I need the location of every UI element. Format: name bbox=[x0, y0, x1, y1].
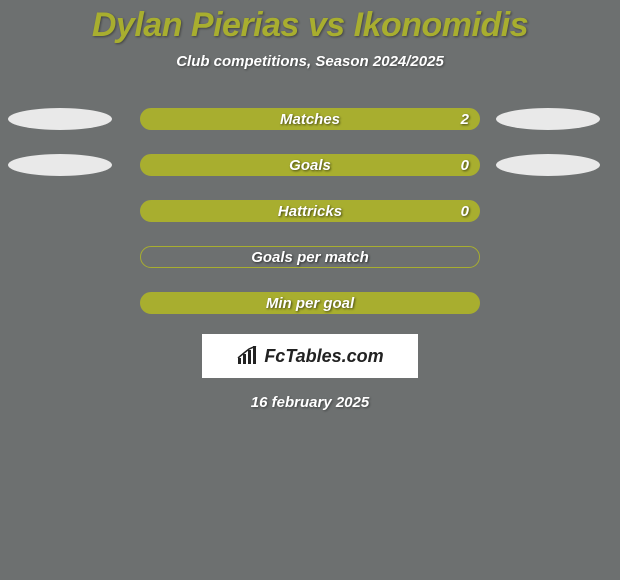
right-ellipse bbox=[496, 154, 600, 176]
stat-bar: Goals 0 bbox=[140, 154, 480, 176]
stat-label: Min per goal bbox=[266, 295, 354, 312]
stat-row-goals-per-match: Goals per match bbox=[0, 246, 620, 268]
stat-bar: Hattricks 0 bbox=[140, 200, 480, 222]
stat-rows: Matches 2 Goals 0 Hattricks 0 Goals per … bbox=[0, 108, 620, 314]
subtitle: Club competitions, Season 2024/2025 bbox=[0, 53, 620, 70]
stat-label: Goals bbox=[289, 157, 331, 174]
page-title: Dylan Pierias vs Ikonomidis bbox=[0, 0, 620, 45]
stat-value: 0 bbox=[461, 203, 469, 220]
logo-box: FcTables.com bbox=[202, 334, 418, 378]
stat-row-hattricks: Hattricks 0 bbox=[0, 200, 620, 222]
stat-bar: Matches 2 bbox=[140, 108, 480, 130]
stat-bar: Min per goal bbox=[140, 292, 480, 314]
stat-label: Goals per match bbox=[251, 249, 369, 266]
left-ellipse bbox=[8, 108, 112, 130]
stat-value: 0 bbox=[461, 157, 469, 174]
logo-text: FcTables.com bbox=[264, 346, 383, 367]
stat-label: Matches bbox=[280, 111, 340, 128]
stat-value: 2 bbox=[461, 111, 469, 128]
comparison-card: Dylan Pierias vs Ikonomidis Club competi… bbox=[0, 0, 620, 580]
chart-icon bbox=[236, 346, 260, 366]
left-ellipse bbox=[8, 154, 112, 176]
stat-label: Hattricks bbox=[278, 203, 342, 220]
stat-row-goals: Goals 0 bbox=[0, 154, 620, 176]
stat-bar: Goals per match bbox=[140, 246, 480, 268]
stat-row-matches: Matches 2 bbox=[0, 108, 620, 130]
stat-row-min-per-goal: Min per goal bbox=[0, 292, 620, 314]
date-text: 16 february 2025 bbox=[0, 394, 620, 411]
right-ellipse bbox=[496, 108, 600, 130]
